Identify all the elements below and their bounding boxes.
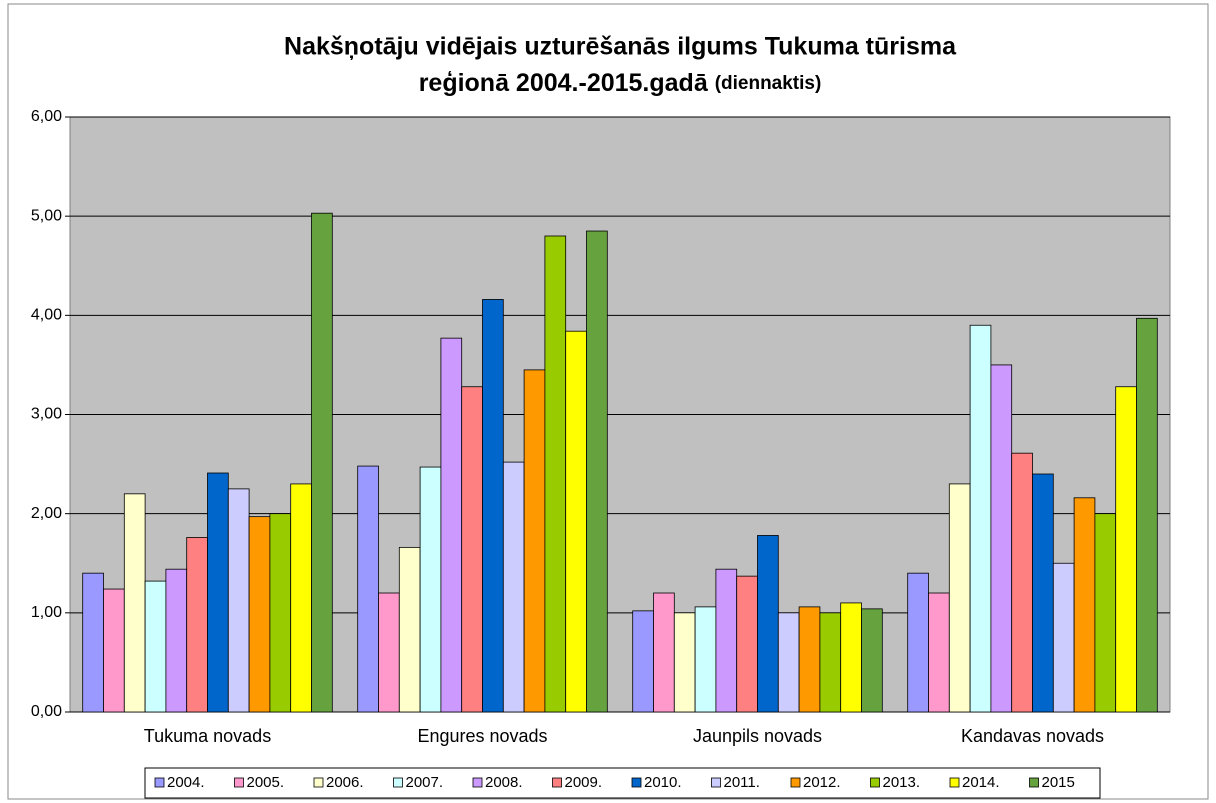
- bar: [165, 568, 188, 713]
- bar: [269, 513, 292, 713]
- chart-title: Nakšņotāju vidējais uzturēšanās ilgums T…: [284, 33, 957, 61]
- legend-label: 2015: [1042, 774, 1075, 791]
- bar: [186, 537, 208, 713]
- bar: [1094, 513, 1117, 713]
- bar: [461, 386, 483, 713]
- bar: [440, 337, 463, 713]
- bar: [311, 212, 333, 713]
- bar: [736, 575, 758, 713]
- x-tick-label: Kandavas novads: [961, 726, 1104, 746]
- bar: [482, 299, 504, 713]
- legend-swatch: [313, 777, 324, 788]
- y-tick-label: 6,00: [31, 108, 62, 125]
- bar: [144, 580, 167, 713]
- y-tick-label: 0,00: [31, 703, 62, 720]
- bar: [777, 612, 800, 713]
- legend-box: [144, 767, 1101, 799]
- legend-label: 2010.: [644, 774, 682, 791]
- legend-label: 2013.: [883, 774, 921, 791]
- y-tick-label: 5,00: [31, 207, 62, 224]
- chart-subtitle: (diennaktis): [715, 73, 822, 94]
- bar: [357, 465, 379, 713]
- bar: [419, 466, 442, 713]
- bar: [653, 592, 675, 713]
- chart-title: reģionā 2004.-2015.gadā (diennaktis): [419, 69, 822, 97]
- bar: [1073, 497, 1096, 713]
- y-tick-label: 4,00: [31, 307, 62, 324]
- x-tick-label: Engures novads: [417, 726, 547, 746]
- legend-swatch: [154, 777, 165, 788]
- bar: [1115, 386, 1137, 713]
- legend-label: 2011.: [724, 774, 760, 791]
- bar: [948, 483, 971, 713]
- bar: [990, 364, 1013, 713]
- legend-swatch: [472, 777, 483, 788]
- bar: [398, 546, 421, 713]
- bar: [586, 230, 608, 713]
- bar: [969, 324, 992, 713]
- bar: [565, 330, 587, 713]
- bar: [502, 461, 525, 713]
- x-tick-label: Tukuma novads: [144, 726, 271, 746]
- bar: [673, 612, 696, 713]
- bar: [1136, 317, 1158, 713]
- bar: [1032, 473, 1054, 713]
- legend-swatch: [631, 777, 642, 788]
- bar: [757, 535, 779, 713]
- bar: [82, 572, 104, 713]
- legend-swatch: [1029, 777, 1039, 788]
- y-tick-label: 1,00: [31, 604, 62, 621]
- legend-label: 2007.: [406, 774, 444, 791]
- legend-label: 2008.: [485, 774, 523, 791]
- legend: 2004. 2005. 2006. 2007. 2008. 2009. 2010. 2011.…: [154, 774, 1075, 791]
- legend-swatch: [870, 777, 880, 788]
- bar: [1011, 452, 1033, 713]
- legend-label: 2006.: [326, 774, 364, 791]
- bars: [82, 212, 1158, 713]
- legend-swatch: [393, 777, 403, 788]
- bar: [378, 592, 400, 713]
- bar: [819, 612, 842, 713]
- legend-swatch: [711, 777, 721, 788]
- bar: [544, 235, 567, 713]
- bar: [207, 472, 229, 713]
- legend-swatch: [234, 777, 244, 788]
- legend-label: 2005.: [247, 774, 285, 791]
- grid: 0,00 1,00 2,00 3,00 4,00 5,00 6,00 Tukuma novad…: [31, 108, 1170, 746]
- bar: [632, 610, 654, 713]
- bar: [907, 572, 929, 713]
- x-tick-label: Jaunpils novads: [693, 726, 822, 746]
- bar: [248, 516, 271, 713]
- legend-swatch: [790, 777, 801, 788]
- bar: [928, 592, 950, 713]
- bar: [123, 493, 146, 713]
- legend-label: 2014.: [962, 774, 1000, 791]
- bar: [798, 606, 821, 713]
- legend-label: 2009.: [565, 774, 603, 791]
- bar: [227, 488, 250, 713]
- bar: [715, 568, 738, 713]
- y-tick-label: 3,00: [31, 406, 62, 423]
- legend-swatch: [949, 777, 960, 788]
- bar: [840, 602, 862, 713]
- bar: [103, 588, 125, 713]
- bar: [290, 483, 312, 713]
- chart-title: reģionā 2004.-2015.gadā: [419, 69, 709, 97]
- bar: [1052, 562, 1075, 713]
- legend-label: 2012.: [803, 774, 841, 791]
- legend-label: 2004.: [167, 774, 205, 791]
- legend-swatch: [552, 777, 562, 788]
- bar: [861, 608, 883, 713]
- y-tick-label: 2,00: [31, 505, 62, 522]
- bar: [523, 369, 546, 713]
- bar: [694, 606, 717, 713]
